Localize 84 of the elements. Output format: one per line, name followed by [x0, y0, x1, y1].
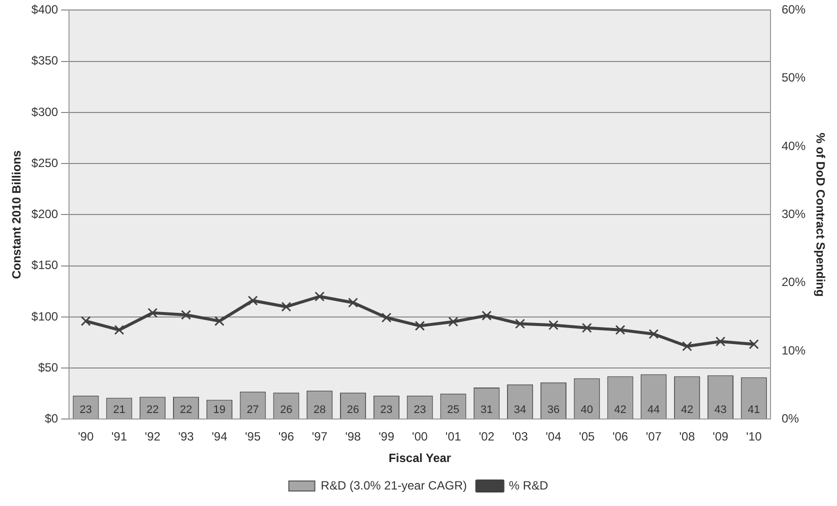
data-label: 23 [414, 404, 426, 416]
y-tick-label: $200 [31, 207, 58, 222]
point [414, 320, 425, 331]
x-tick-label: '00 [412, 430, 428, 444]
data-label: 34 [514, 404, 526, 416]
data-label: 23 [80, 404, 92, 416]
x-tick-label: '97 [312, 430, 328, 444]
y2-tick-label: 20% [782, 275, 806, 290]
point [682, 341, 692, 352]
data-label: 27 [246, 404, 259, 416]
point [448, 316, 458, 327]
data-label: 26 [346, 404, 360, 416]
x-tick-label: '90 [78, 430, 94, 444]
x-tick-label: '93 [178, 430, 194, 444]
y-tick-label: $150 [31, 258, 58, 272]
point [80, 316, 91, 326]
y-tick-label: $0 [44, 412, 58, 426]
data-label: 43 [714, 404, 727, 416]
y2-tick-label: 30% [782, 207, 806, 222]
x-tick-label: '98 [345, 430, 362, 444]
x-tick-label: '96 [278, 430, 294, 444]
y2-tick-label: 40% [782, 138, 806, 153]
data-label: 22 [146, 404, 159, 416]
x-tick-label: '02 [478, 430, 495, 444]
y2-tick-label: 10% [782, 343, 806, 358]
point [548, 320, 558, 330]
point [648, 329, 659, 339]
data-label: 36 [547, 404, 560, 416]
data-label: 40 [580, 404, 593, 416]
x-tick-label: '08 [679, 430, 696, 444]
x-tick-label: '91 [111, 430, 128, 444]
y-tick-label: $250 [31, 156, 58, 170]
point [148, 308, 158, 318]
data-label: 21 [113, 404, 126, 416]
data-label: 28 [314, 404, 326, 416]
point [314, 292, 325, 302]
y-tick-label: $100 [31, 309, 58, 324]
x-tick-label: '95 [245, 430, 261, 444]
data-label: 42 [614, 404, 626, 416]
data-label: 25 [447, 404, 460, 416]
data-label: 31 [480, 404, 493, 416]
point [482, 310, 492, 321]
point [715, 336, 726, 346]
legend-label: % R&D [508, 478, 549, 492]
point [348, 298, 358, 308]
data-label: 26 [280, 404, 292, 416]
point [214, 316, 224, 326]
y-tick-label: $400 [31, 2, 58, 17]
x-tick-label: '09 [712, 430, 729, 444]
point [114, 324, 124, 335]
point [281, 302, 292, 312]
x-tick-label: '06 [612, 430, 628, 444]
y-tick-label: $350 [31, 54, 58, 68]
x-tick-label: '07 [646, 430, 662, 444]
y-tick-label: $300 [31, 104, 58, 119]
data-label: 23 [380, 404, 393, 416]
x-tick-label: '05 [579, 430, 596, 444]
data-label: 42 [680, 404, 694, 416]
point [515, 318, 526, 329]
point [615, 324, 626, 335]
point [381, 312, 392, 323]
point [582, 322, 592, 333]
x-tick-label: '94 [212, 430, 228, 444]
y-tick-label: $50 [38, 360, 58, 374]
x-tick-label: '10 [746, 430, 762, 444]
data-label: 19 [213, 404, 226, 416]
x-axis-title: Fiscal Year [388, 451, 452, 466]
data-label: 41 [748, 404, 760, 416]
point [748, 339, 759, 350]
x-tick-label: '92 [144, 430, 161, 444]
point [181, 310, 192, 320]
point [248, 296, 258, 306]
x-tick-label: '99 [378, 430, 395, 444]
y2-tick-label: 60% [782, 2, 806, 17]
x-tick-label: '01 [445, 430, 462, 444]
y2-tick-label: 50% [782, 70, 806, 85]
y-axis-title: Constant 2010 Billions [10, 150, 24, 280]
data-label: 22 [180, 404, 192, 416]
legend-label: R&D (3.0% 21-year CAGR) [320, 478, 467, 492]
data-label: 44 [648, 404, 660, 416]
x-tick-label: '04 [546, 430, 562, 444]
y2-axis-title: % of DoD Contract Spending [813, 132, 828, 297]
y2-tick-label: 0% [782, 412, 800, 426]
x-tick-label: '03 [512, 430, 528, 444]
